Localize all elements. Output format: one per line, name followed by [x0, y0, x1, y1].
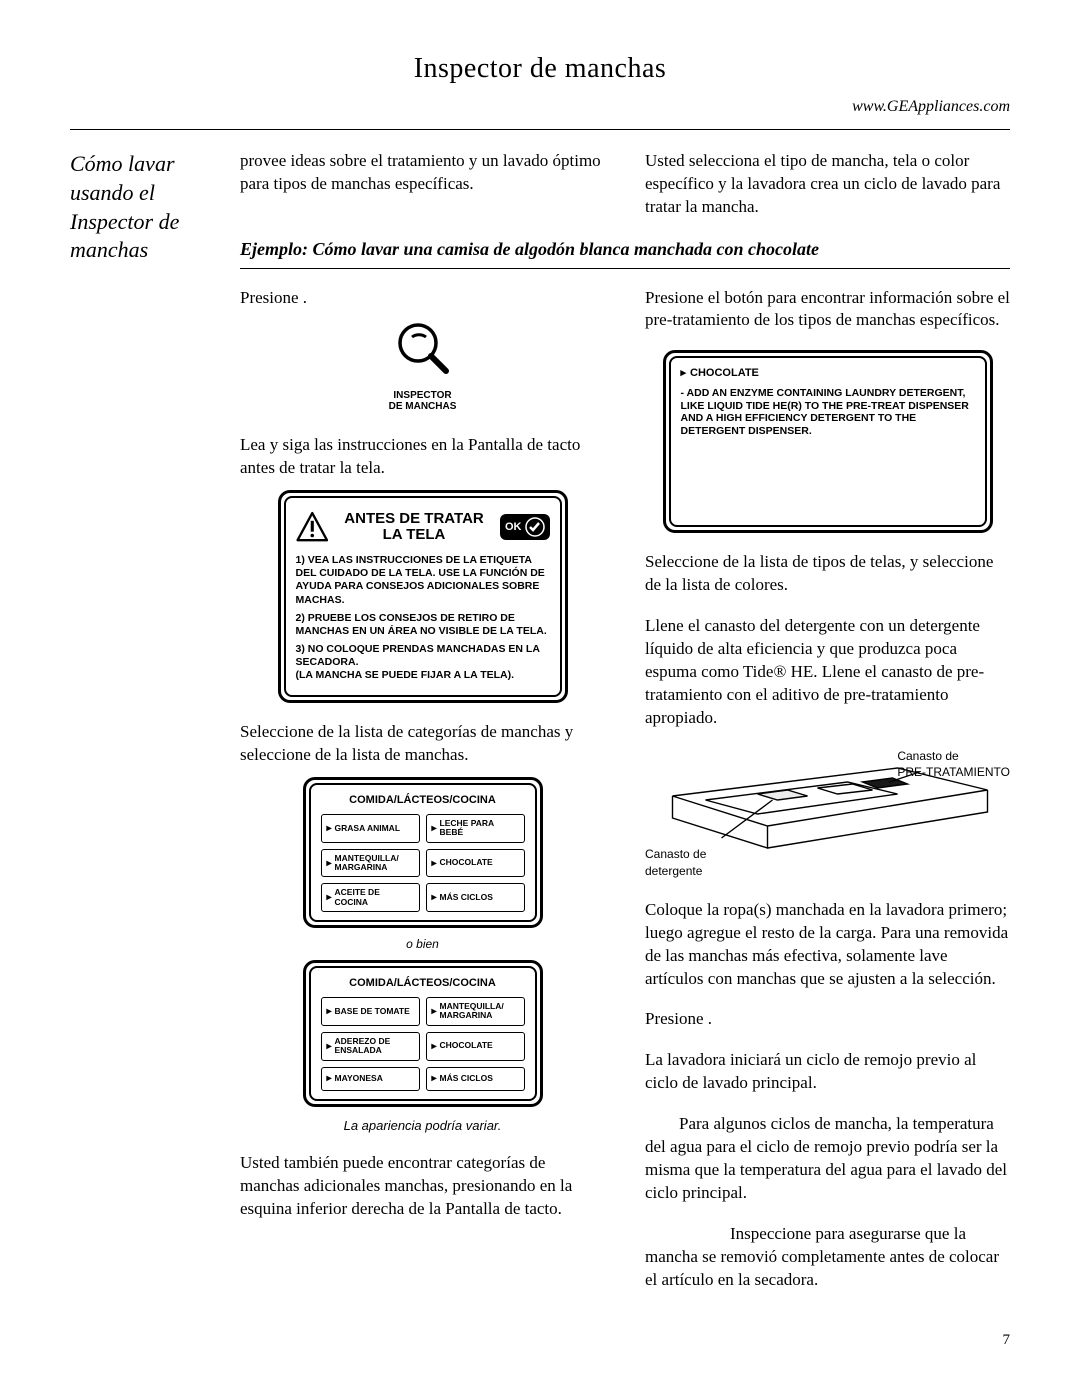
- page-number: 7: [70, 1330, 1010, 1350]
- antes-p1: 1) VEA LAS INSTRUCCIONES DE LA ETIQUETA …: [296, 554, 550, 607]
- step3-text: Seleccione de la lista de categorías de …: [240, 721, 605, 767]
- r1-text: Presione el botón para encontrar informa…: [645, 287, 1010, 333]
- antes-p2: 2) PRUEBE LOS CONSEJOS DE RETIRO DE MANC…: [296, 612, 550, 638]
- stain-option[interactable]: MAYONESA: [321, 1067, 420, 1091]
- example-heading: Ejemplo: Cómo lavar una camisa de algodó…: [240, 237, 1010, 268]
- ok-label: OK: [505, 520, 522, 535]
- intro-right: Usted selecciona el tipo de mancha, tela…: [645, 150, 1010, 219]
- antes-panel: ANTES DE TRATAR LA TELA OK 1) VEA LAS IN…: [278, 490, 568, 703]
- select-title-2: COMIDA/LÁCTEOS/COCINA: [321, 976, 525, 991]
- stain-option[interactable]: MANTEQUILLA/ MARGARINA: [426, 997, 525, 1026]
- stain-option[interactable]: CHOCOLATE: [426, 1032, 525, 1061]
- detergent-label: Canasto de detergente: [645, 846, 706, 878]
- antes-p3: 3) NO COLOQUE PRENDAS MANCHADAS EN LA SE…: [296, 643, 550, 682]
- stain-option[interactable]: CHOCOLATE: [426, 849, 525, 878]
- stain-option[interactable]: MÁS CICLOS: [426, 1067, 525, 1091]
- check-icon: [525, 517, 545, 537]
- or-label: o bien: [240, 936, 605, 952]
- intro-left: provee ideas sobre el tratamiento y un l…: [240, 150, 605, 219]
- ok-button[interactable]: OK: [500, 514, 550, 540]
- select-panel-1: COMIDA/LÁCTEOS/COCINA GRASA ANIMALLECHE …: [303, 777, 543, 928]
- r6-text: La lavadora iniciará un ciclo de remojo …: [645, 1049, 1010, 1095]
- stain-option[interactable]: MÁS CICLOS: [426, 883, 525, 912]
- stain-option[interactable]: MANTEQUILLA/ MARGARINA: [321, 849, 420, 878]
- r4-text: Coloque la ropa(s) manchada en la lavado…: [645, 899, 1010, 991]
- inspector-icon: INSPECTOR DE MANCHAS: [389, 319, 457, 412]
- page-title: Inspector de manchas: [70, 50, 1010, 88]
- step1-text: Presione: [240, 288, 299, 307]
- pretreat-label: Canasto de PRE-TRATAMIENTO: [897, 748, 1010, 780]
- select-panel-2: COMIDA/LÁCTEOS/COCINA BASE DE TOMATEMANT…: [303, 960, 543, 1106]
- stain-option[interactable]: BASE DE TOMATE: [321, 997, 420, 1026]
- step4-text: Usted también puede encontrar categorías…: [240, 1152, 605, 1221]
- chocolate-panel: CHOCOLATE - ADD AN ENZYME CONTAINING LAU…: [663, 350, 993, 533]
- url: www.GEAppliances.com: [70, 96, 1010, 118]
- drawer-diagram: Canasto de PRE-TRATAMIENTO: [645, 748, 1010, 885]
- inspector-icon-label: INSPECTOR DE MANCHAS: [389, 390, 457, 412]
- step2-text: Lea y siga las instrucciones en la Panta…: [240, 434, 605, 480]
- chocolate-head: CHOCOLATE: [681, 366, 975, 381]
- stain-option[interactable]: LECHE PARA BEBÉ: [426, 814, 525, 843]
- stain-option[interactable]: ADEREZO DE ENSALADA: [321, 1032, 420, 1061]
- antes-title: ANTES DE TRATAR LA TELA: [334, 511, 494, 544]
- r5b-text: .: [708, 1009, 712, 1028]
- stain-option[interactable]: ACEITE DE COCINA: [321, 883, 420, 912]
- warning-icon: [296, 506, 329, 548]
- r3-text: Llene el canasto del detergente con un d…: [645, 615, 1010, 730]
- r7-text: Para algunos ciclos de mancha, la temper…: [645, 1113, 1010, 1205]
- r2-text: Seleccione de la lista de tipos de telas…: [645, 551, 1010, 597]
- stain-option[interactable]: GRASA ANIMAL: [321, 814, 420, 843]
- divider: [70, 129, 1010, 130]
- r5a-text: Presione: [645, 1009, 704, 1028]
- r8-text: Inspeccione para asegurarse que la manch…: [645, 1223, 1010, 1292]
- panel-caption: La apariencia podría variar.: [240, 1117, 605, 1135]
- chocolate-body: - ADD AN ENZYME CONTAINING LAUNDRY DETER…: [681, 387, 975, 517]
- sidebar-title: Cómo lavar usando el Inspector de mancha…: [70, 150, 210, 1309]
- select-title-1: COMIDA/LÁCTEOS/COCINA: [321, 793, 525, 808]
